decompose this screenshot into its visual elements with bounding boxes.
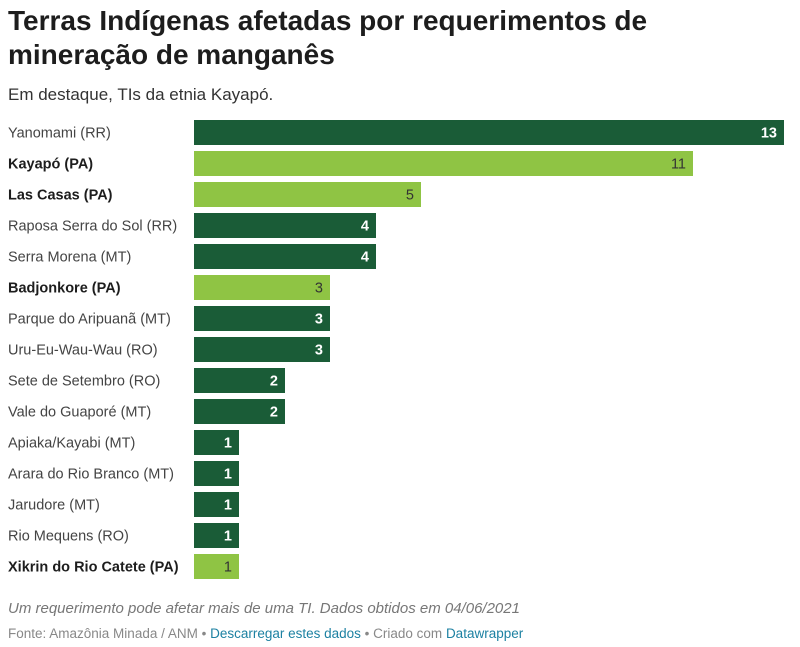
bar	[194, 430, 239, 455]
category-label: Parque do Aripuanã (MT)	[8, 312, 171, 328]
bar	[194, 182, 421, 207]
category-label: Kayapó (PA)	[8, 157, 93, 173]
value-label: 1	[224, 436, 232, 452]
category-label: Sete de Setembro (RO)	[8, 374, 160, 390]
footer-separator: •	[360, 626, 374, 641]
bar	[194, 213, 376, 238]
value-label: 3	[315, 281, 323, 297]
bar	[194, 399, 285, 424]
value-label: 1	[224, 560, 232, 576]
category-label: Serra Morena (MT)	[8, 250, 131, 266]
category-label: Rio Mequens (RO)	[8, 529, 129, 545]
value-label: 2	[270, 405, 278, 421]
category-label: Las Casas (PA)	[8, 188, 113, 204]
source-text: Fonte: Amazônia Minada / ANM	[8, 626, 198, 641]
category-label: Raposa Serra do Sol (RR)	[8, 219, 177, 235]
category-label: Apiaka/Kayabi (MT)	[8, 436, 135, 452]
chart-subtitle: Em destaque, TIs da etnia Kayapó.	[8, 85, 274, 104]
datawrapper-link[interactable]: Datawrapper	[445, 626, 524, 641]
value-label: 5	[406, 188, 414, 204]
value-label: 4	[361, 250, 369, 266]
value-label: 3	[315, 343, 323, 359]
value-label: 4	[361, 219, 369, 235]
chart-note: Um requerimento pode afetar mais de uma …	[8, 600, 520, 617]
category-label: Yanomami (RR)	[8, 126, 111, 142]
bar	[194, 120, 784, 145]
category-label: Uru-Eu-Wau-Wau (RO)	[8, 343, 158, 359]
bar	[194, 492, 239, 517]
value-label: 1	[224, 467, 232, 483]
chart-footer: Fonte: Amazônia Minada / ANM • Descarreg…	[8, 626, 523, 641]
category-label: Badjonkore (PA)	[8, 281, 121, 297]
value-label: 1	[224, 498, 232, 514]
bar	[194, 554, 239, 579]
bar	[194, 306, 330, 331]
bar	[194, 275, 330, 300]
value-label: 3	[315, 312, 323, 328]
chart-title: Terras Indígenas afetadas por requerimen…	[8, 5, 648, 70]
bar	[194, 151, 693, 176]
footer-separator: •	[197, 626, 211, 641]
category-label: Xikrin do Rio Catete (PA)	[8, 560, 179, 576]
value-label: 13	[761, 126, 777, 142]
bar	[194, 368, 285, 393]
category-label: Vale do Guaporé (MT)	[8, 405, 151, 421]
bar	[194, 337, 330, 362]
value-label: 11	[671, 157, 686, 173]
value-label: 1	[224, 529, 232, 545]
bar	[194, 461, 239, 486]
bar	[194, 244, 376, 269]
category-label: Arara do Rio Branco (MT)	[8, 467, 174, 483]
category-label: Jarudore (MT)	[8, 498, 100, 514]
bar	[194, 523, 239, 548]
value-label: 2	[270, 374, 278, 390]
created-with-text: Criado com	[373, 626, 443, 641]
download-data-link[interactable]: Descarregar estes dados	[210, 626, 361, 641]
